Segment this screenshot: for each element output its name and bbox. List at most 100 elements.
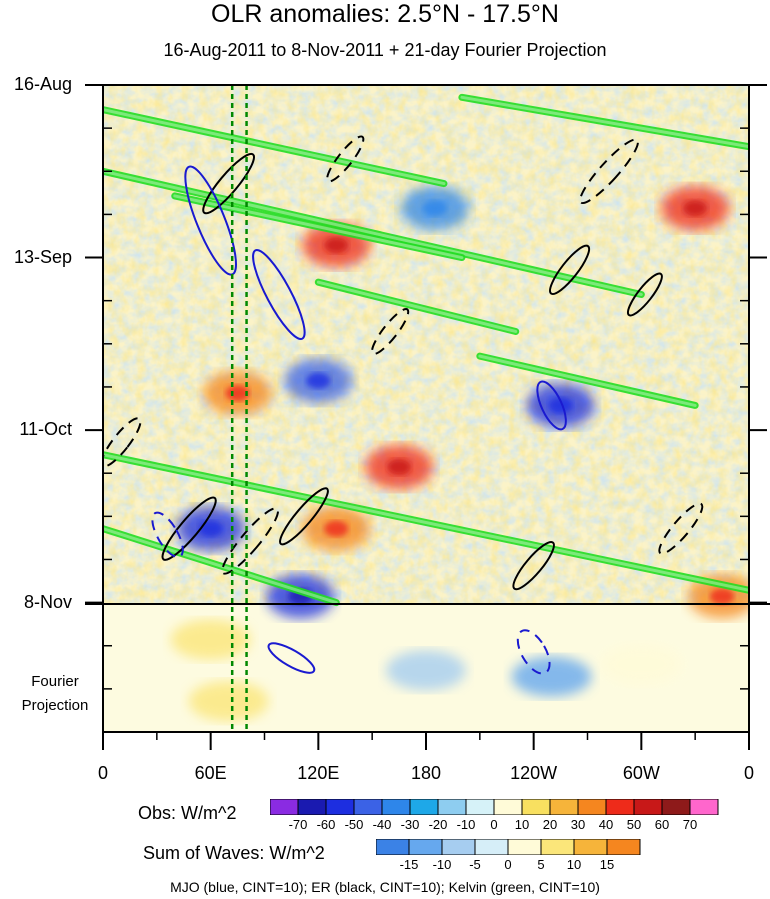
colorbar-swatch [465,799,495,815]
mjo-contour [267,642,316,674]
obs-anomaly-core [324,237,349,254]
chart-subtitle: 16-Aug-2011 to 8-Nov-2011 + 21-day Fouri… [163,40,607,60]
obs-colorbar-label: Obs: W/m^2 [138,803,237,823]
colorbar-tick-label: 0 [504,857,512,872]
x-tick-label: 0 [97,763,108,783]
kelvin-wave-contour-inner [103,108,446,186]
colorbar-swatch [549,799,579,815]
colorbar-tick-label: 50 [626,817,642,832]
er-wave-contour [579,138,639,205]
mjo-contour [252,248,306,341]
kelvin-wave-contour [171,192,466,262]
kelvin-wave-contour [103,106,448,188]
y-tick-label: 8-Nov [23,591,72,612]
colorbar-tick-label: 5 [537,857,545,872]
colorbar-swatch [606,839,641,855]
sum-colorbar [376,839,641,855]
er-wave-contour [221,507,280,575]
obs-anomaly-core [548,397,573,414]
obs-anomaly-core [710,588,735,605]
projection-anomaly-blob [601,644,682,685]
kelvin-wave-contour-inner [103,169,643,297]
colorbar-tick-label: -30 [400,817,420,832]
er-wave-contour [371,307,410,355]
y-tick-label: 11-Oct [19,419,72,440]
kelvin-wave-contour-inner [460,95,749,149]
obs-anomaly-core [422,200,447,217]
colorbar-swatch [381,799,411,815]
colorbar-tick-label: -10 [432,857,452,872]
obs-anomaly-core [225,385,250,402]
colorbar-tick-label: 60 [654,817,670,832]
colorbar-tick-label: 40 [598,817,614,832]
colorbar-swatch [376,839,410,855]
colorbar-tick-label: 70 [682,817,698,832]
x-tick-label: 120E [297,763,340,783]
obs-anomaly-core [387,459,412,476]
kelvin-wave-contour [458,93,749,151]
mjo-contour [516,629,551,675]
colorbar-swatch [577,799,607,815]
colorbar-tick-label: 10 [514,817,530,832]
colorbar-swatch [661,799,691,815]
colorbar-tick-label: 15 [599,857,615,872]
kelvin-wave-contour-inner [316,280,518,333]
er-wave-contour [161,496,217,561]
colorbar-tick-label: -15 [399,857,419,872]
kelvin-wave-contour [476,352,699,409]
kelvin-wave-contour [314,278,520,335]
mjo-contour [536,380,567,431]
y-tick-label: 16-Aug [13,74,72,94]
er-wave-contour [626,272,663,317]
colorbar-swatch [353,799,383,815]
colorbar-swatch [689,799,719,815]
colorbar-tick-label: 10 [566,857,582,872]
projection-anomaly-blob [511,656,592,697]
x-tick-label: 0 [743,763,754,783]
projection-anomaly-blob [386,650,466,691]
colorbar-swatch [493,799,523,815]
obs-anomaly-core [683,200,708,217]
kelvin-wave-contour [103,167,645,299]
colorbar-swatch [540,839,575,855]
colorbar-tick-label: -40 [372,817,392,832]
x-tick-label: 60E [194,763,227,783]
fourier-projection-label: Fourier Projection [21,673,89,714]
kelvin-wave-contour-inner [103,527,338,605]
colorbar-tick-label: -50 [344,817,364,832]
colorbar-tick-label: -5 [469,857,481,872]
obs-anomaly-core [198,520,223,537]
colorbar-tick-label: 30 [570,817,586,832]
obs-anomaly-core [306,372,331,389]
colorbar-swatch [441,839,476,855]
obs-colorbar [270,799,719,815]
colorbar-swatch [521,799,551,815]
colorbar-swatch [297,799,327,815]
sum-colorbar-label: Sum of Waves: W/m^2 [143,843,325,863]
obs-anomaly-core [324,520,349,537]
colorbar-tick-label: 20 [542,817,558,832]
projection-anomaly-blob [188,681,269,722]
kelvin-wave-contour [103,451,749,594]
er-wave-contour [512,541,555,591]
colorbar-swatch [507,839,542,855]
wave-legend-footnote: MJO (blue, CINT=10); ER (black, CINT=10)… [170,879,600,895]
er-wave-contour [279,487,329,546]
colorbar-tick-label: -20 [428,817,448,832]
colorbar-swatch [605,799,635,815]
projection-anomaly-blob [170,619,251,660]
colorbar-swatch [437,799,467,815]
chart-title: OLR anomalies: 2.5°N - 17.5°N [211,0,559,28]
x-tick-label: 180 [410,763,442,783]
er-wave-contour [549,244,591,296]
colorbar-swatch [325,799,355,815]
x-tick-label: 120W [510,763,558,783]
colorbar-swatch [409,799,439,815]
er-wave-contour [658,502,704,555]
colorbar-tick-label: -10 [456,817,476,832]
y-tick-label: 13-Sep [13,246,72,267]
er-wave-contour [202,152,255,215]
kelvin-wave-contour-inner [103,453,749,592]
kelvin-wave-contour [103,525,340,607]
